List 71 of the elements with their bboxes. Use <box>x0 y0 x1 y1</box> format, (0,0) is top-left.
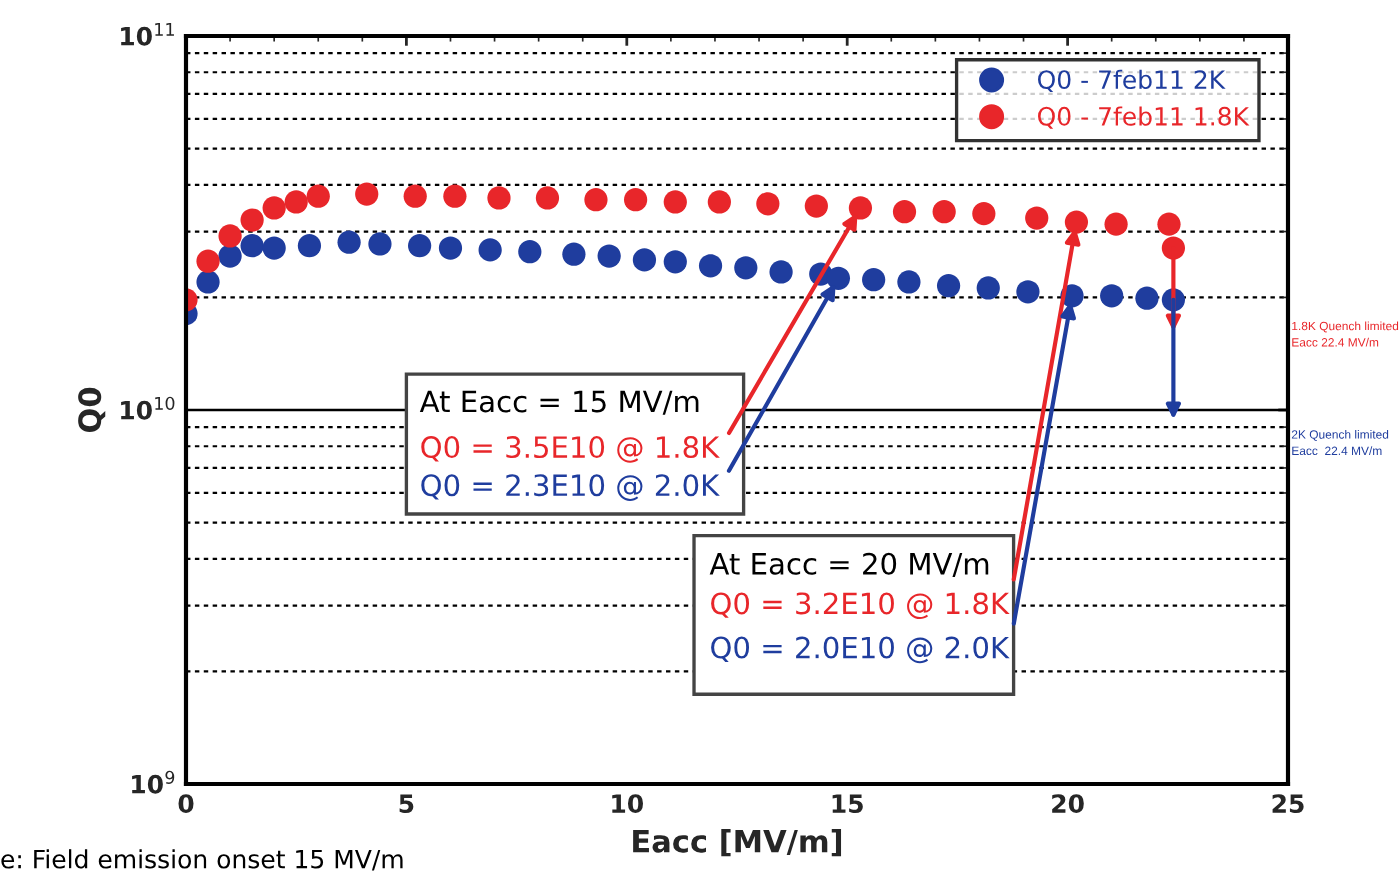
point <box>518 240 542 264</box>
point <box>297 234 322 258</box>
point <box>897 270 921 294</box>
point <box>707 190 731 214</box>
point <box>632 248 657 272</box>
point <box>218 244 242 268</box>
point <box>804 194 828 218</box>
point <box>438 236 463 260</box>
point <box>972 202 996 226</box>
point <box>218 224 242 248</box>
text: e: Field emission onset 15 MV/m <box>1 849 403 871</box>
point <box>262 196 286 220</box>
point <box>368 232 392 256</box>
point <box>306 184 330 208</box>
x-tick-label: 5 <box>399 794 414 814</box>
point <box>1064 210 1089 234</box>
point <box>284 190 308 214</box>
point <box>1025 206 1049 230</box>
y-tick-label: 10$^{9}$ <box>132 770 175 794</box>
point <box>584 188 608 212</box>
legend-label: Q0 - 7feb11 1.8K <box>1038 106 1250 129</box>
point <box>597 244 621 268</box>
annotation: At Eacc = 20 MV/m <box>709 552 989 578</box>
point <box>196 270 220 294</box>
point <box>337 230 361 254</box>
point <box>1104 212 1128 236</box>
y-axis-title: Q0 <box>78 387 106 433</box>
point <box>562 242 586 266</box>
point <box>892 200 917 224</box>
x-tick-label: 0 <box>178 794 194 814</box>
point <box>826 266 850 290</box>
point <box>1016 280 1040 304</box>
point <box>756 192 780 216</box>
point <box>932 200 956 224</box>
point <box>1135 286 1159 310</box>
annotation: Q0 = 2.0E10 @ 2.0K <box>711 636 1010 664</box>
point <box>663 190 687 214</box>
point <box>535 186 560 210</box>
point <box>487 186 511 210</box>
point <box>240 234 264 258</box>
point <box>1100 284 1124 308</box>
point <box>408 234 432 258</box>
point <box>1157 212 1181 236</box>
point <box>443 184 467 208</box>
x-axis-title: Eacc [MV/m] <box>633 829 842 857</box>
x-tick-label: 25 <box>1272 794 1304 814</box>
point <box>624 188 648 212</box>
point <box>769 260 793 284</box>
annotation: Q0 = 2.3E10 @ 2.0K <box>421 474 720 501</box>
annotation: Q0 = 3.5E10 @ 1.8K <box>421 436 720 463</box>
point <box>862 268 886 292</box>
point <box>240 208 264 232</box>
point <box>196 249 220 273</box>
point <box>976 276 1000 300</box>
point <box>936 274 961 298</box>
point <box>848 196 873 220</box>
x-tick-label: 15 <box>832 794 863 814</box>
annotation: Q0 = 3.2E10 @ 1.8K <box>711 592 1010 620</box>
point <box>355 182 379 206</box>
annotation: At Eacc = 15 MV/m <box>419 390 699 415</box>
y-tick-label: 10$^{10}$ <box>121 396 175 420</box>
point <box>478 238 502 262</box>
y-tick-label: 10$^{11}$ <box>121 23 174 46</box>
x-tick-label: 20 <box>1052 794 1084 814</box>
point <box>698 254 723 278</box>
point <box>734 256 758 280</box>
point <box>403 184 427 208</box>
point <box>663 250 687 274</box>
x-tick-label: 10 <box>612 794 643 814</box>
point <box>262 236 286 260</box>
legend-label: Q0 - 7feb11 2K <box>1038 69 1226 92</box>
